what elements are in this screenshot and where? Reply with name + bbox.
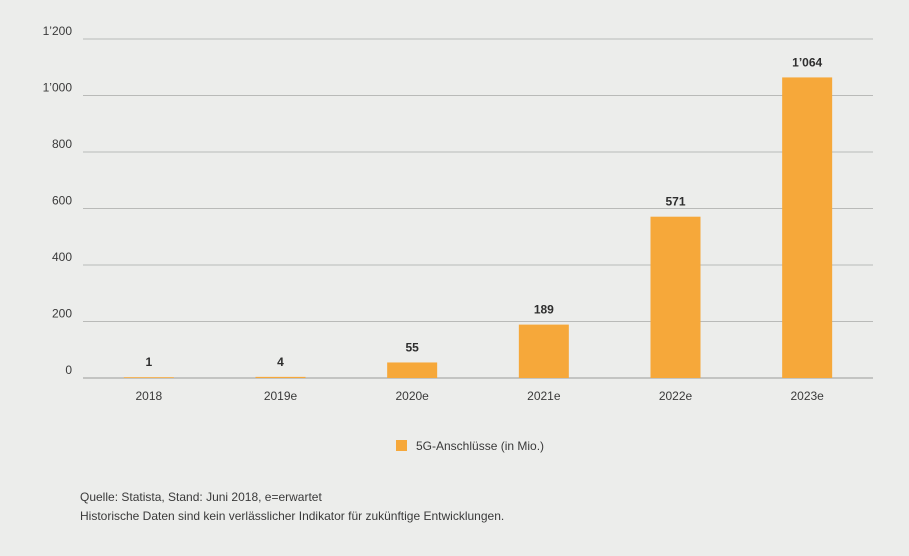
legend-swatch — [396, 440, 407, 451]
x-tick-label: 2023e — [790, 389, 824, 403]
legend-label: 5G-Anschlüsse (in Mio.) — [416, 439, 544, 453]
y-tick-label: 200 — [52, 307, 72, 321]
y-tick-label: 0 — [65, 363, 72, 377]
data-label-2018: 1 — [145, 355, 152, 369]
data-label-2020e: 55 — [405, 340, 419, 354]
disclaimer-note: Historische Daten sind kein verlässliche… — [80, 509, 505, 523]
y-tick-label: 800 — [52, 137, 72, 151]
bar-2019e — [255, 376, 306, 378]
y-tick-label: 1’000 — [43, 81, 73, 95]
bar-2018 — [123, 377, 174, 378]
y-axis-ticks: 0 200 400 600 800 1’000 1’200 — [43, 24, 73, 377]
data-label-2022e: 571 — [665, 195, 685, 209]
bar-2021e — [518, 324, 569, 378]
x-tick-label: 2021e — [527, 389, 561, 403]
bar-2022e — [650, 216, 701, 378]
bars — [123, 77, 833, 379]
bar-2023e — [782, 77, 833, 379]
data-label-2019e: 4 — [277, 355, 284, 369]
y-tick-label: 600 — [52, 194, 72, 208]
bar-2020e — [387, 362, 438, 378]
x-tick-label: 2019e — [264, 389, 298, 403]
source-note: Quelle: Statista, Stand: Juni 2018, e=er… — [80, 490, 322, 504]
legend: 5G-Anschlüsse (in Mio.) — [396, 439, 544, 453]
y-tick-label: 1’200 — [43, 24, 73, 38]
data-label-2021e: 189 — [534, 303, 554, 317]
x-tick-label: 2022e — [659, 389, 693, 403]
x-axis-ticks: 2018 2019e 2020e 2021e 2022e 2023e — [135, 389, 824, 403]
data-labels: 1 4 55 189 571 1’064 — [145, 55, 822, 369]
x-tick-label: 2020e — [395, 389, 429, 403]
gridlines — [83, 38, 873, 379]
data-label-2023e: 1’064 — [792, 55, 822, 69]
y-tick-label: 400 — [52, 250, 72, 264]
x-tick-label: 2018 — [135, 389, 162, 403]
